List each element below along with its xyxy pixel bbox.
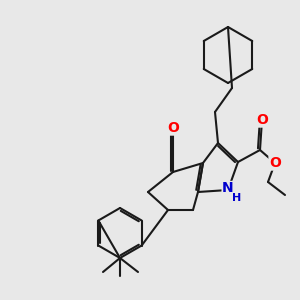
Text: O: O xyxy=(167,121,179,135)
Text: O: O xyxy=(269,156,281,170)
Text: N: N xyxy=(222,182,234,196)
Text: O: O xyxy=(256,113,268,127)
Text: H: H xyxy=(232,194,241,203)
